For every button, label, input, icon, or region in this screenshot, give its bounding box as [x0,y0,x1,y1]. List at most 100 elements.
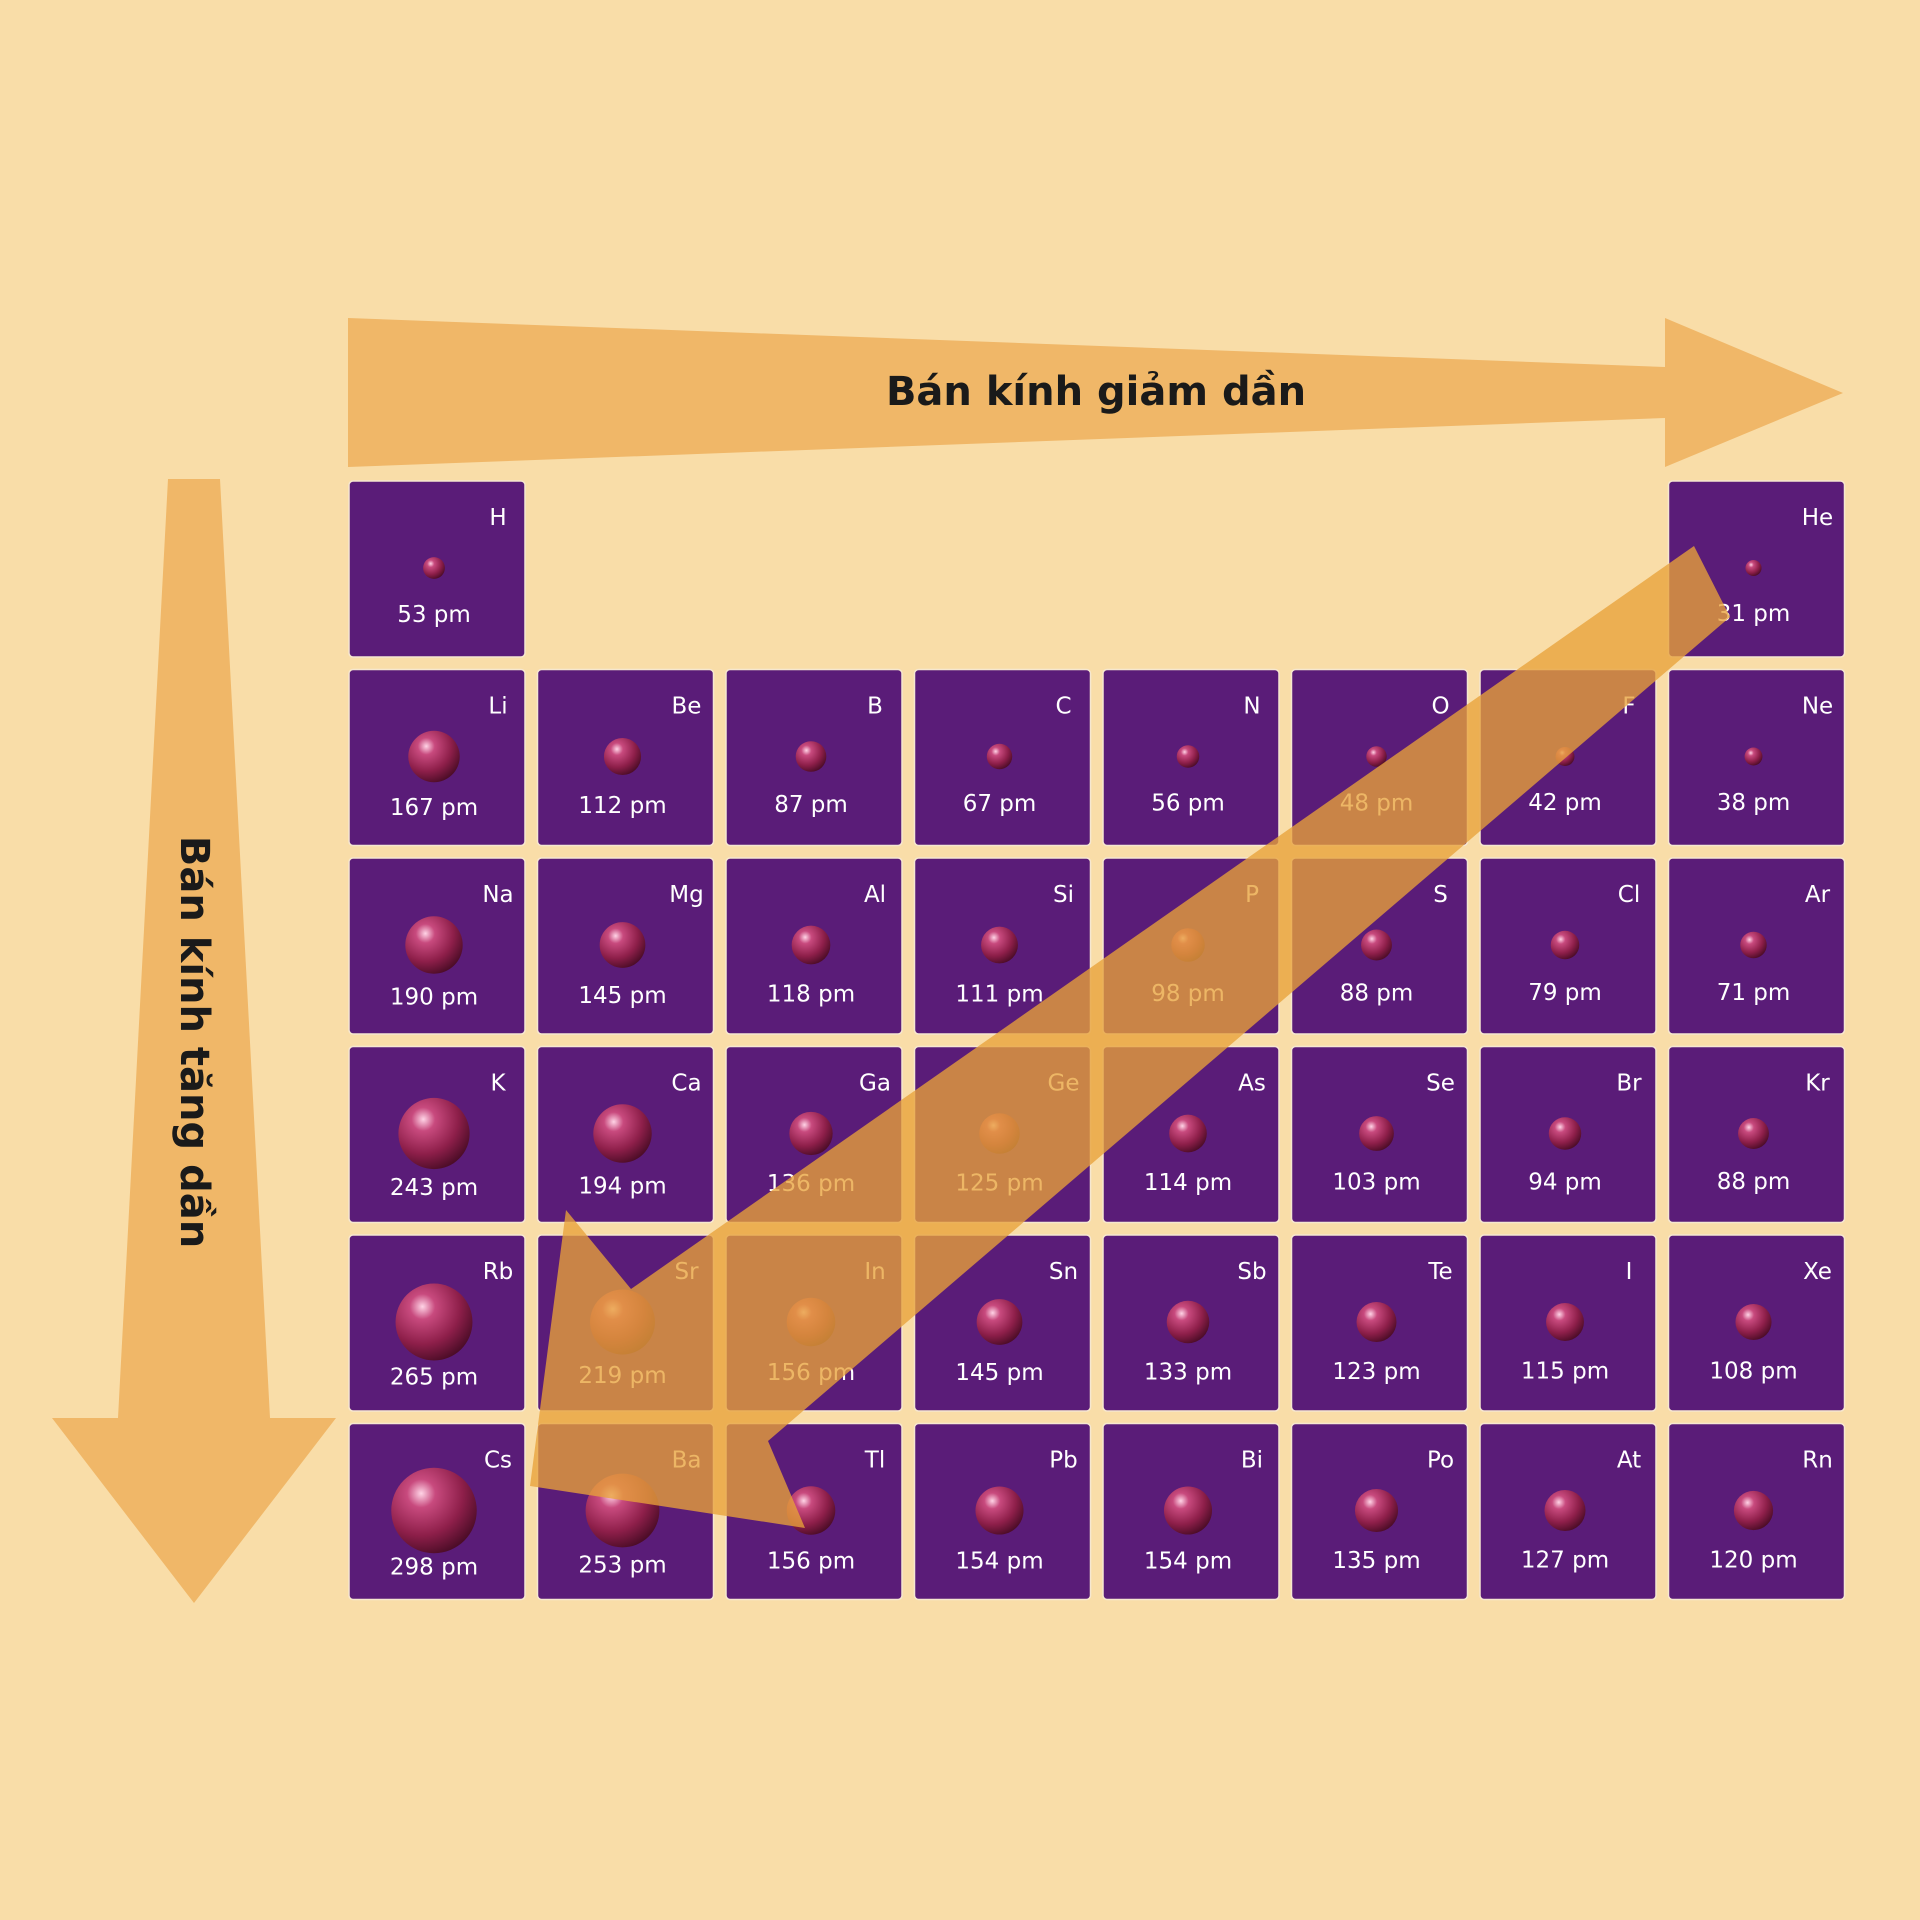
atom-sphere [1163,1486,1213,1535]
element-symbol: Te [1427,1259,1452,1285]
radius-unit: pm [1746,601,1790,627]
radius-label: 111 pm [955,981,1043,1007]
element-tile-rb: Rb 265 pm [348,1234,526,1412]
vertical-arrow-label: Bán kính tăng dần [171,836,217,1248]
radius-label: 103 pm [1332,1170,1420,1196]
atom-sphere [1176,745,1200,768]
element-symbol: Ar [1805,882,1831,908]
atom-sphere [1550,930,1580,960]
atom-sphere [795,741,827,772]
element-tile-ne: Ne 38 pm [1667,668,1846,847]
atom-sphere [1735,1303,1772,1341]
element-tile-te: Te 123 pm [1290,1234,1469,1412]
atom-sphere [593,1104,652,1163]
radius-unit: pm [434,985,478,1011]
element-symbol: B [867,694,883,720]
radius-value: 71 [1717,980,1746,1006]
element-tile-ca: Ca 194 pm [536,1045,715,1224]
radius-label: 38 pm [1717,790,1791,816]
element-symbol: As [1238,1071,1266,1097]
radius-label: 42 pm [1528,790,1602,816]
atom-sphere [981,926,1018,964]
radius-value: 298 [390,1554,434,1580]
radius-unit: pm [1557,1169,1601,1195]
radius-value: 88 [1340,981,1369,1007]
radius-unit: pm [434,1175,478,1201]
element-symbol: Rb [483,1259,514,1285]
atom-sphere [1546,1303,1584,1341]
radius-value: 114 [1144,1170,1188,1196]
radius-value: 133 [1144,1359,1188,1385]
radius-value: 111 [955,981,999,1007]
element-tile-kr: Kr 88 pm [1667,1045,1846,1224]
radius-label: 118 pm [767,982,855,1008]
atom-sphere [791,925,831,965]
atom-sphere [395,1283,473,1361]
element-tile-li: Li 167 pm [348,668,526,847]
horizontal-arrow: Bán kính giảm dần [348,318,1843,467]
vertical-arrow-shape [52,479,336,1603]
radius-label: 115 pm [1521,1359,1609,1385]
radius-label: 94 pm [1528,1169,1602,1195]
element-tile-pb: Pb 154 pm [913,1422,1092,1601]
radius-unit: pm [1180,791,1224,817]
element-tile-na: Na 190 pm [348,857,526,1035]
element-symbol: Po [1427,1448,1454,1474]
radius-unit: pm [1746,790,1790,816]
radius-value: 194 [578,1173,622,1199]
element-tile-po: Po 135 pm [1290,1422,1469,1601]
element-symbol: Sn [1049,1259,1078,1285]
radius-unit: pm [999,1549,1043,1575]
element-symbol: He [1802,505,1833,531]
radius-label: 79 pm [1528,980,1602,1006]
atom-sphere [1733,1490,1774,1531]
element-symbol: Mg [669,882,703,908]
radius-label: 154 pm [1144,1549,1232,1575]
element-symbol: H [489,505,506,531]
element-tile-h: H 53 pm [348,480,526,658]
radius-label: 145 pm [578,983,666,1009]
radius-label: 108 pm [1709,1358,1797,1384]
radius-value: 94 [1528,1169,1557,1195]
element-symbol: Bi [1241,1448,1263,1474]
element-symbol: Tl [864,1448,885,1474]
element-tile-rn: Rn 120 pm [1667,1422,1846,1601]
atom-sphere [1745,559,1762,577]
radius-label: 67 pm [963,791,1037,817]
radius-label: 53 pm [397,602,471,628]
radius-unit: pm [1753,1547,1797,1573]
element-tile-at: At 127 pm [1479,1422,1657,1601]
radius-unit: pm [434,1554,478,1580]
element-tile-n: N 56 pm [1102,668,1280,847]
radius-unit: pm [1557,790,1601,816]
radius-label: 135 pm [1332,1548,1420,1574]
radius-unit: pm [622,1173,666,1199]
atom-sphere [986,743,1013,770]
radius-value: 265 [390,1365,434,1391]
radius-value: 79 [1528,980,1557,1006]
element-tile-mg: Mg 145 pm [536,857,715,1035]
element-tile-xe: Xe 108 pm [1667,1234,1846,1412]
radius-label: 114 pm [1144,1170,1232,1196]
radius-label: 127 pm [1521,1548,1609,1574]
radius-unit: pm [1188,1549,1232,1575]
radius-value: 38 [1717,790,1746,816]
atom-sphere [1356,1302,1397,1342]
radius-unit: pm [1565,1548,1609,1574]
radius-value: 253 [578,1553,622,1579]
radius-value: 87 [774,792,803,818]
radius-unit: pm [999,1360,1043,1386]
radius-value: 42 [1528,790,1557,816]
atom-sphere [976,1299,1023,1345]
horizontal-arrow-shape [348,318,1843,467]
radius-unit: pm [999,981,1043,1007]
element-symbol: Ga [859,1071,891,1097]
radius-unit: pm [1376,1359,1420,1385]
atom-sphere [1740,931,1767,959]
atom-sphere [391,1467,477,1554]
element-symbol: Br [1616,1071,1642,1097]
radius-value: 120 [1709,1547,1753,1573]
radius-unit: pm [426,602,470,628]
atom-sphere [1548,1117,1582,1150]
